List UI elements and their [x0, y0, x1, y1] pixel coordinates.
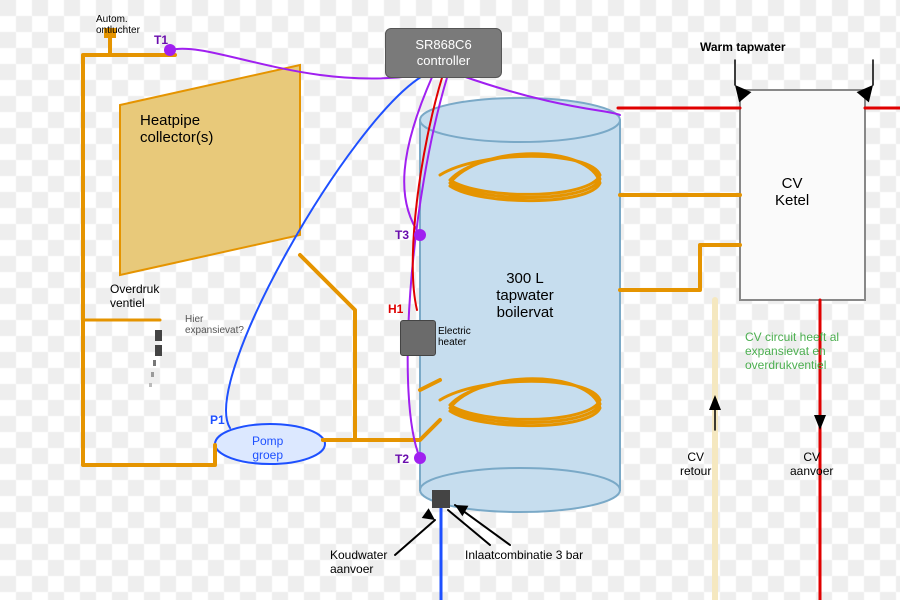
sensor-P1: P1: [210, 413, 225, 427]
label-overdruk: Overdruk ventiel: [110, 282, 159, 310]
label-koud: Koudwater aanvoer: [330, 548, 387, 576]
label-cvaan: CV aanvoer: [790, 450, 833, 478]
sensor-T3: T3: [395, 228, 409, 242]
inlet-box: [432, 490, 450, 508]
sensor-T2: T2: [395, 452, 409, 466]
label-autom: Autom. ontluchter: [96, 14, 140, 36]
label-warm: Warm tapwater: [700, 40, 786, 54]
sensor-H1: H1: [388, 302, 403, 316]
electric-heater-box: [400, 320, 436, 356]
label-eh: Electric heater: [438, 326, 471, 348]
label-hier: Hier expansievat?: [185, 314, 244, 336]
controller-box: SR868C6 controller: [385, 28, 502, 78]
label-cvnote: CV circuit heeft al expansievat en overd…: [745, 330, 839, 372]
label-cvk: CV Ketel: [775, 175, 809, 209]
label-boiler: 300 L tapwater boilervat: [470, 270, 580, 321]
label-pomp: Pomp groep: [252, 434, 283, 462]
label-collector: Heatpipe collector(s): [140, 112, 213, 146]
label-inlaat: Inlaatcombinatie 3 bar: [465, 548, 583, 562]
sensor-T1: T1: [154, 33, 168, 47]
label-cvret: CV retour: [680, 450, 711, 478]
